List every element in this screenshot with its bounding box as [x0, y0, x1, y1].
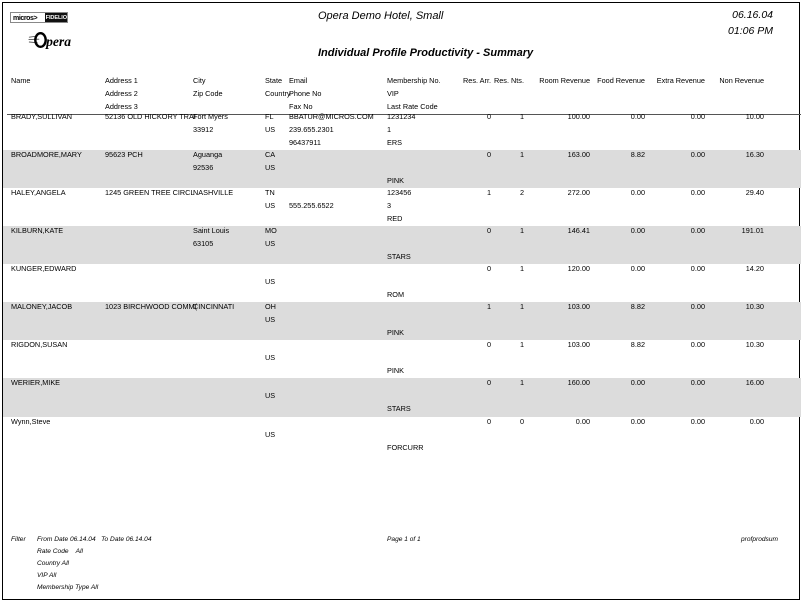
svg-text:pera: pera	[45, 34, 71, 49]
